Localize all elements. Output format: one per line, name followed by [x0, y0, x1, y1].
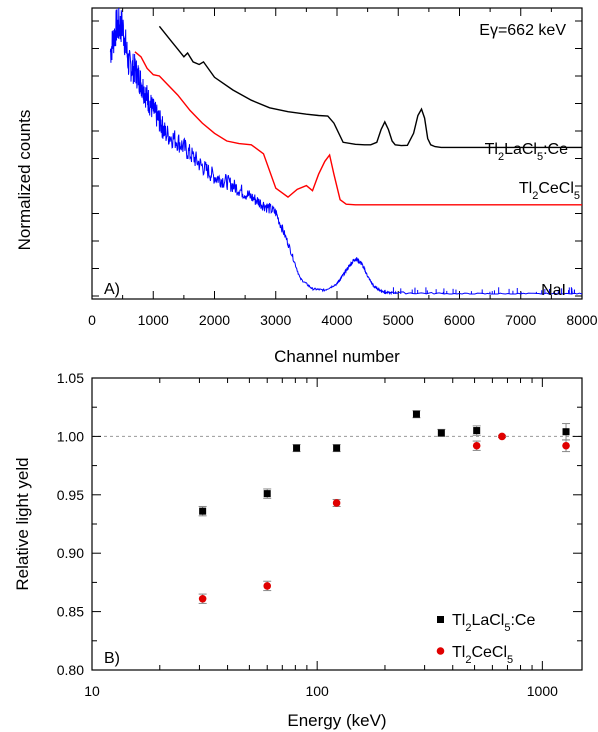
- point-tl2cecl5: [332, 499, 341, 507]
- panel-a-xtick-label: 6000: [444, 312, 475, 328]
- panel-a-xtick-label: 1000: [138, 312, 169, 328]
- panel-a-xtick-label: 0: [88, 312, 96, 328]
- panel-a-xtick-label: 2000: [199, 312, 230, 328]
- panel-a-ticks: [91, 8, 583, 299]
- panel-b-xtick-label: 1000: [527, 683, 558, 699]
- line-tl2lacl5ce: [158, 25, 582, 149]
- panel-b-ylabel: Relative light yeld: [13, 457, 32, 590]
- point-tl2lacl5ce: [412, 410, 420, 418]
- point-tl2lacl5ce: [437, 429, 445, 437]
- point-tl2cecl5: [472, 441, 481, 450]
- panel-b-tag: B): [104, 650, 120, 667]
- series-label-nai: NaI: [541, 282, 566, 299]
- panel-a-xtick-label: 7000: [505, 312, 536, 328]
- panel-b-tick-labels: 10 100 1000 0.80 0.85 0.90 0.95 1.00 1.05: [57, 370, 558, 699]
- panel-b-ytick-label: 0.80: [57, 662, 84, 678]
- point-tl2lacl5ce: [263, 490, 271, 498]
- energy-annotation: Eγ=662 keV: [479, 22, 566, 39]
- panel-a-ylabel: Normalized counts: [15, 110, 34, 251]
- legend: Tl2LaCl5:Ce Tl2CeCl5: [436, 612, 535, 666]
- legend-label-tl2lacl5ce: Tl2LaCl5:Ce: [452, 612, 535, 634]
- point-tl2cecl5: [263, 582, 272, 590]
- panel-a-xtick-label: 3000: [260, 312, 291, 328]
- panel-b-light-yield: 10 100 1000 0.80 0.85 0.90 0.95 1.00 1.05 Energy…: [13, 370, 583, 730]
- panel-a-xlabel: Channel number: [274, 347, 400, 366]
- point-tl2lacl5ce: [293, 444, 301, 452]
- point-tl2lacl5ce: [199, 507, 207, 515]
- legend-marker-tl2cecl5: [436, 647, 445, 655]
- point-tl2cecl5: [562, 441, 570, 450]
- point-tl2cecl5: [498, 432, 506, 441]
- line-tl2cecl5: [134, 51, 582, 206]
- panel-b-xtick-label: 100: [305, 683, 329, 699]
- series-label-tl2cecl5: Tl2CeCl5: [519, 180, 580, 202]
- panel-a-spectra: 0 1000 2000 3000 4000 5000 6000 7000 8000 Channe…: [15, 7, 598, 366]
- series-label-tl2lacl5ce: Tl2LaCl5:Ce: [485, 141, 568, 163]
- panel-b-xlabel: Energy (keV): [287, 711, 386, 730]
- panel-a-xtick-label: 8000: [566, 312, 597, 328]
- panel-a-lines: [109, 8, 582, 296]
- panel-b-ticks: [91, 377, 582, 671]
- point-tl2lacl5ce: [562, 428, 570, 436]
- point-tl2lacl5ce: [333, 444, 341, 452]
- line-nai: [109, 8, 582, 296]
- panel-a-tag: A): [104, 281, 120, 298]
- point-tl2cecl5: [198, 594, 207, 603]
- panel-b-ytick-label: 0.90: [57, 545, 84, 561]
- panel-b-ytick-label: 1.00: [57, 428, 84, 444]
- panel-a-tick-labels: 0 1000 2000 3000 4000 5000 6000 7000 8000: [88, 312, 598, 328]
- panel-b-ytick-label: 0.85: [57, 604, 84, 620]
- panel-b-xtick-label: 10: [84, 683, 100, 699]
- panel-b-ytick-label: 1.05: [57, 370, 84, 386]
- legend-label-tl2cecl5: Tl2CeCl5: [452, 644, 513, 666]
- panel-b-points: [198, 410, 571, 604]
- panel-a-xtick-label: 5000: [383, 312, 414, 328]
- panel-b-ytick-label: 0.95: [57, 487, 84, 503]
- point-tl2lacl5ce: [473, 427, 481, 435]
- legend-marker-tl2lacl5ce: [437, 616, 444, 623]
- panel-a-xtick-label: 4000: [321, 312, 352, 328]
